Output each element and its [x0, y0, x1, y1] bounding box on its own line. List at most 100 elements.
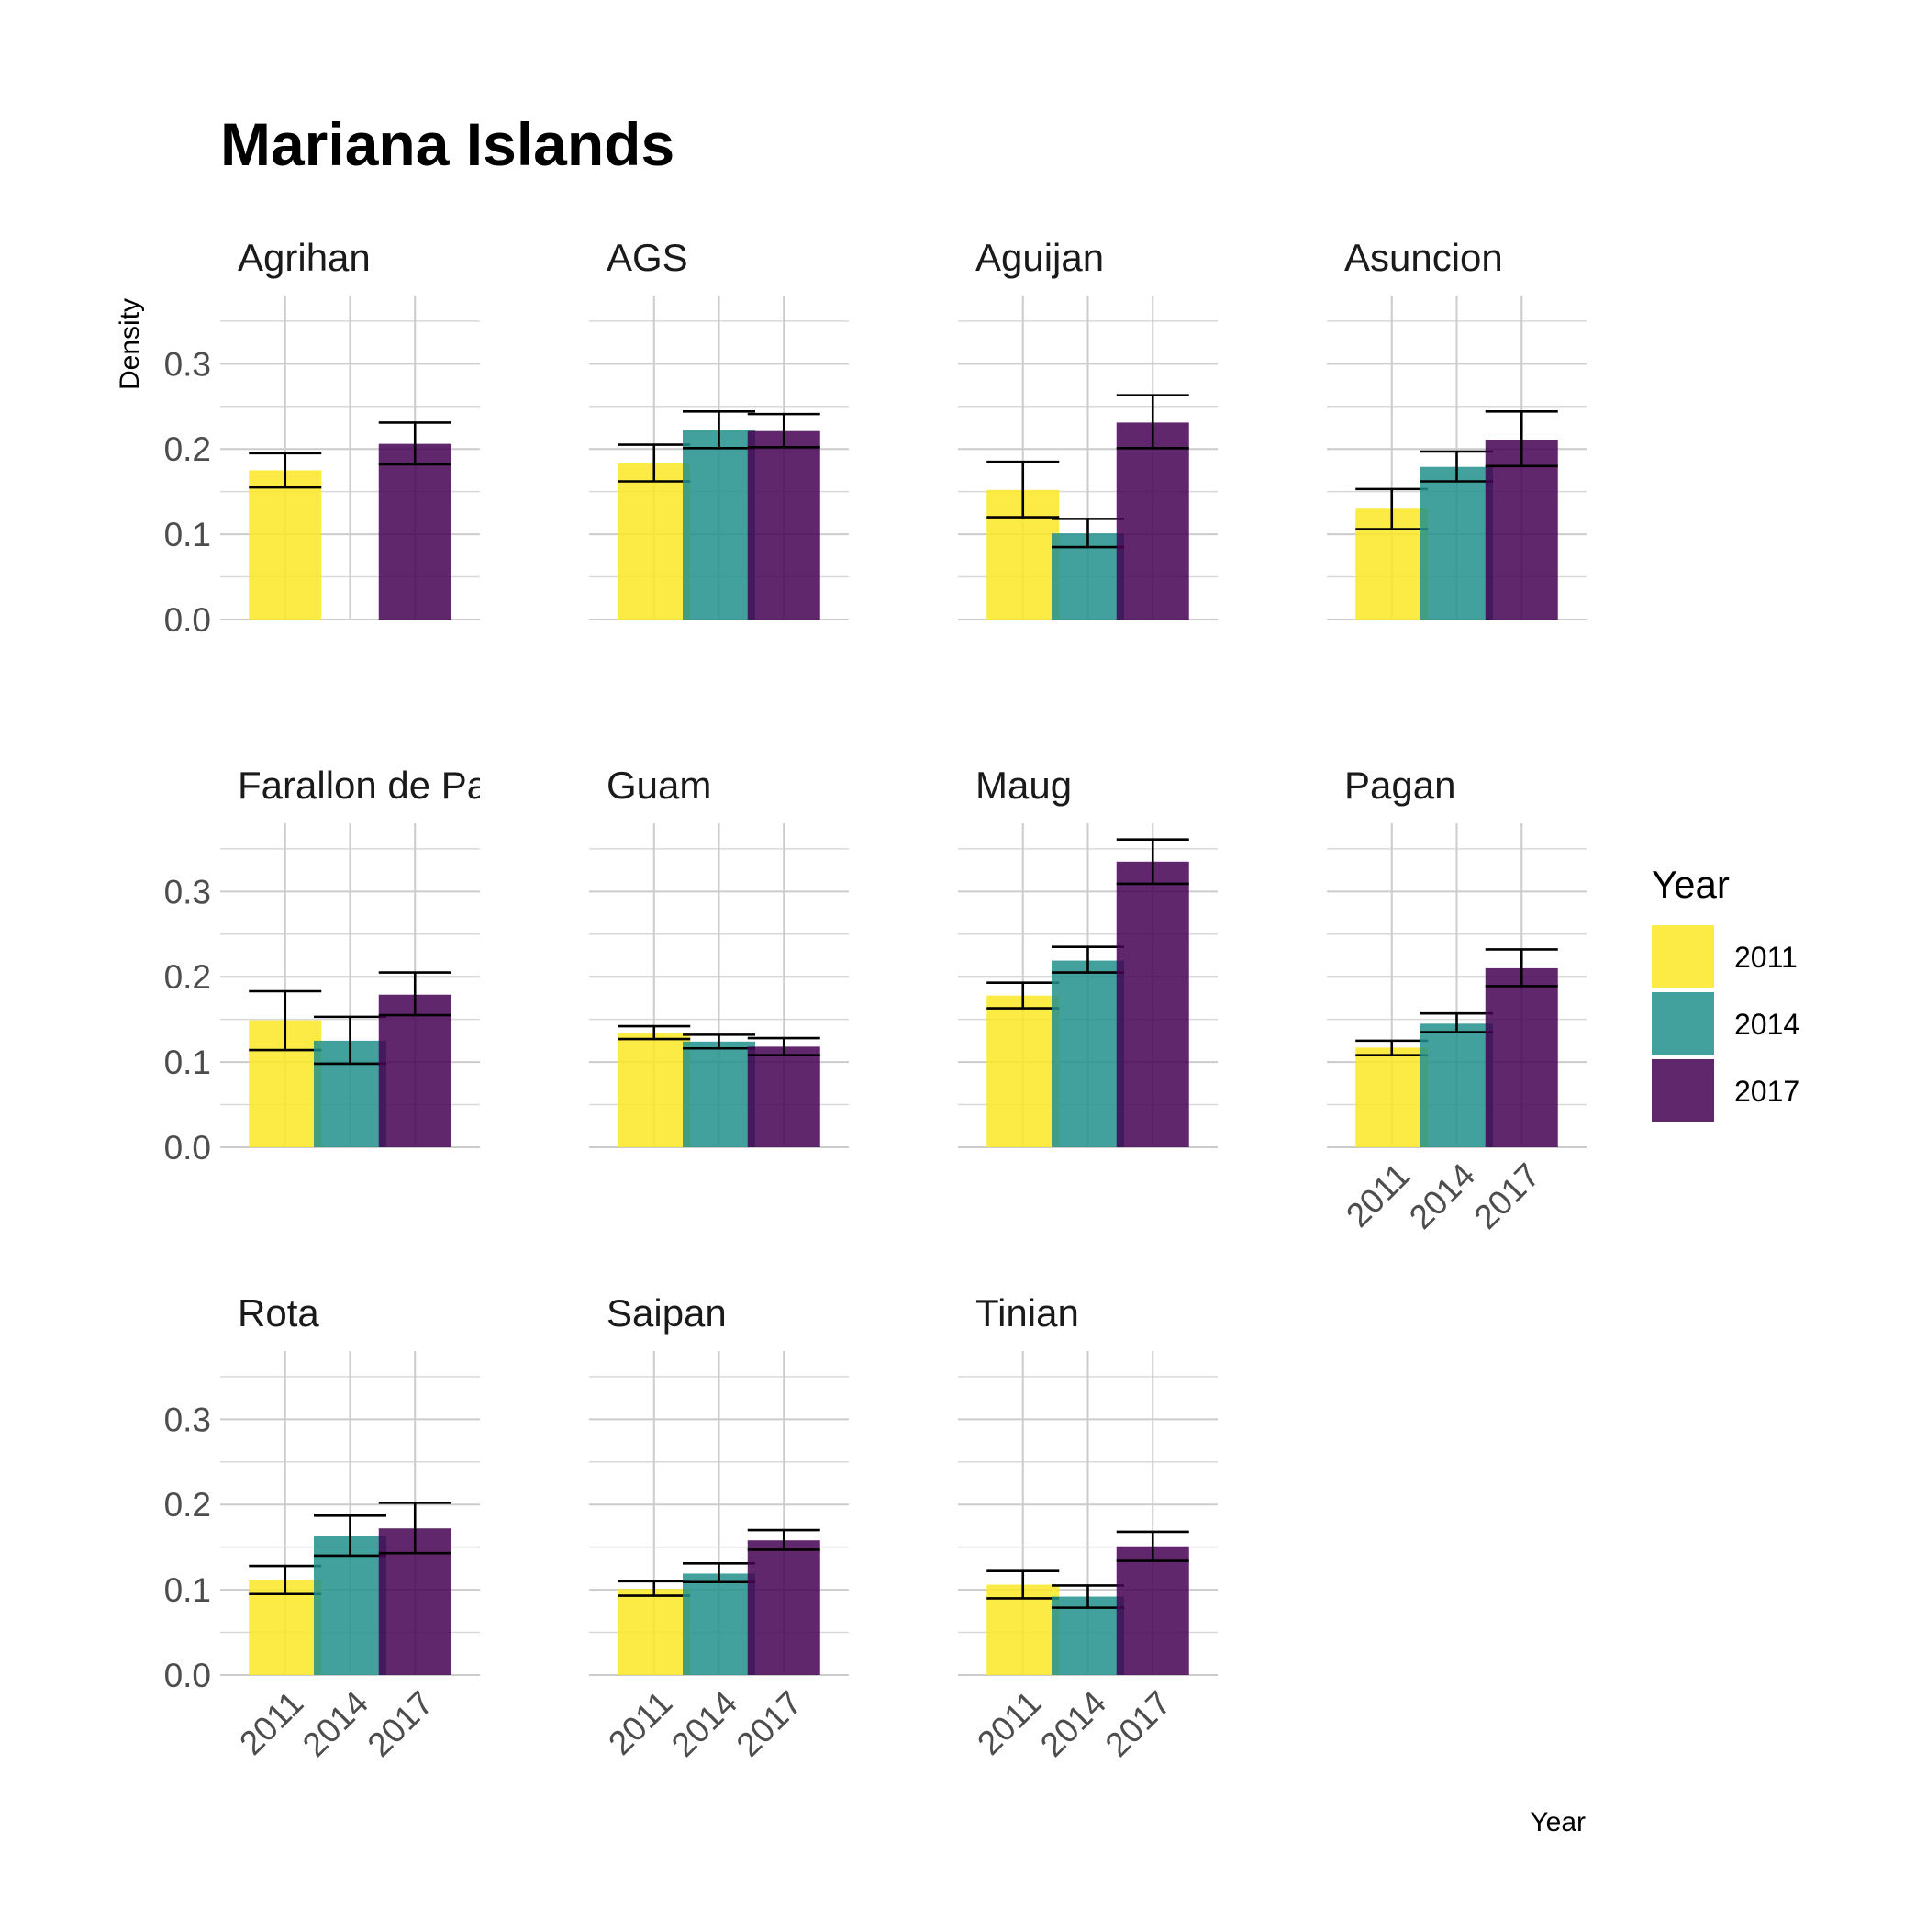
x-tick-label: 2011	[1339, 1156, 1417, 1234]
error-bar	[378, 1502, 451, 1555]
error-bar	[1355, 487, 1429, 530]
bar-2014	[1420, 1023, 1493, 1147]
bar-2011	[618, 1589, 691, 1675]
error-bar	[1052, 945, 1124, 974]
facet-strip-label: Agrihan	[238, 236, 371, 279]
y-tick-label: 0.0	[164, 601, 211, 639]
error-bar	[1052, 518, 1124, 549]
error-bar	[747, 1528, 820, 1551]
y-tick-label: 0.3	[164, 1401, 211, 1438]
facet-strip-label: Asuncion	[1344, 236, 1503, 279]
x-tick-label: 2017	[1098, 1684, 1178, 1764]
bar-2014	[683, 430, 755, 620]
facet-panel: Guam	[589, 764, 849, 1148]
bar-2011	[986, 995, 1060, 1147]
y-tick-label: 0.0	[164, 1657, 211, 1694]
facet-strip-label: Pagan	[1344, 764, 1455, 807]
bar-2011	[618, 1033, 691, 1147]
facet-panels: Agrihan 0.0 0.1 0.2 0.3 AGS Aguijan Asuncion Far…	[164, 236, 1587, 1764]
bar-2014	[683, 1041, 755, 1147]
facet-panel: Maug	[958, 764, 1218, 1148]
y-tick-label: 0.1	[164, 1571, 211, 1609]
facet-strip-label: Saipan	[607, 1291, 727, 1335]
facet-strip-label: Aguijan	[975, 236, 1104, 279]
bar-2011	[249, 1579, 322, 1675]
bar-2017	[1485, 967, 1558, 1147]
y-tick-label: 0.3	[164, 873, 211, 910]
x-tick-label: 2014	[664, 1684, 744, 1764]
error-bar	[1116, 1530, 1189, 1562]
y-tick-label: 0.2	[164, 430, 211, 468]
y-tick-label: 0.3	[164, 345, 211, 383]
facet-panel: Aguijan	[958, 236, 1218, 620]
bar-2017	[747, 1046, 820, 1147]
y-tick-label: 0.1	[164, 1044, 211, 1081]
legend-key-2014	[1652, 992, 1714, 1055]
facet-panel: Agrihan 0.0 0.1 0.2 0.3	[164, 236, 480, 639]
y-tick-label: 0.1	[164, 516, 211, 553]
legend-title: Year	[1652, 863, 1730, 906]
x-axis-label: Year	[1530, 1807, 1586, 1837]
x-tick-label: 2014	[295, 1684, 375, 1764]
error-bar	[1052, 1584, 1124, 1609]
bar-2011	[1355, 1047, 1429, 1147]
error-bar	[314, 1015, 386, 1066]
error-bar	[314, 1513, 386, 1558]
bar-2017	[1485, 439, 1558, 620]
error-bar	[986, 460, 1060, 519]
error-bar	[986, 981, 1060, 1010]
bar-2014	[1052, 960, 1124, 1147]
bar-2011	[249, 470, 322, 620]
bar-2017	[1116, 422, 1189, 620]
x-tick-label: 2014	[1402, 1156, 1482, 1236]
facet-strip-label: Guam	[607, 764, 711, 807]
bar-2014	[314, 1536, 386, 1675]
legend-key-2017	[1652, 1059, 1714, 1122]
bar-2017	[1116, 861, 1189, 1147]
bar-2017	[747, 1540, 820, 1675]
bar-2011	[986, 1584, 1060, 1675]
error-bar	[249, 1564, 322, 1596]
facet-panel: Farallon de Pa 0.0 0.1 0.2 0.3	[164, 764, 489, 1167]
bar-2014	[683, 1573, 755, 1675]
legend-label: 2017	[1734, 1075, 1799, 1108]
error-bar	[1116, 394, 1189, 450]
facet-strip-label: Maug	[975, 764, 1072, 807]
error-bar	[1485, 410, 1558, 468]
error-bar	[618, 1580, 691, 1597]
error-bar	[1355, 1039, 1429, 1056]
error-bar	[683, 410, 755, 450]
error-bar	[747, 1036, 820, 1056]
legend: 2011 2014 2017	[1652, 925, 1799, 1122]
bar-2014	[1052, 1596, 1124, 1675]
x-tick-label: 2017	[1467, 1156, 1547, 1236]
bar-2017	[747, 430, 820, 620]
error-bar	[249, 452, 322, 489]
legend-key-2011	[1652, 925, 1714, 988]
error-bar	[683, 1033, 755, 1050]
y-axis-label: Density	[115, 298, 145, 390]
y-tick-label: 0.2	[164, 1486, 211, 1524]
error-bar	[618, 1024, 691, 1041]
facet-strip-label: AGS	[607, 236, 688, 279]
x-tick-label: 2011	[232, 1684, 310, 1762]
error-bar	[683, 1562, 755, 1584]
bar-2011	[618, 463, 691, 620]
error-bar	[618, 443, 691, 483]
error-bar	[249, 989, 322, 1052]
facet-panel: Asuncion	[1327, 236, 1587, 620]
error-bar	[378, 421, 451, 466]
facet-strip-label: Rota	[238, 1291, 319, 1335]
facet-panel: AGS	[589, 236, 849, 620]
x-tick-label: 2017	[361, 1684, 440, 1764]
error-bar	[1116, 838, 1189, 886]
facet-strip-label: Farallon de Pa	[238, 764, 489, 807]
error-bar	[986, 1569, 1060, 1600]
y-tick-label: 0.0	[164, 1129, 211, 1167]
error-bar	[378, 971, 451, 1017]
